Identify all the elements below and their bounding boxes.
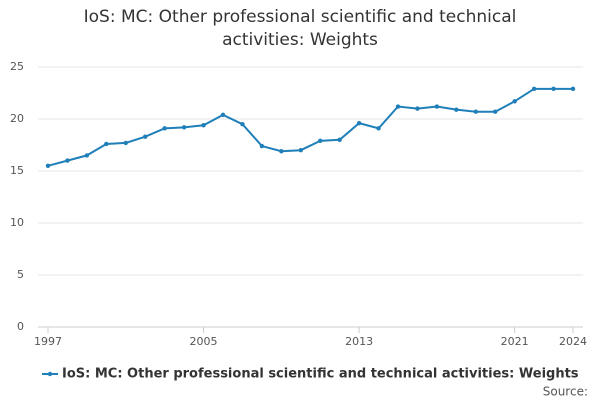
y-tick-label: 10	[10, 216, 24, 229]
point	[318, 138, 323, 144]
x-tick-label: 2024	[559, 335, 587, 348]
point	[570, 86, 576, 92]
point	[337, 137, 342, 142]
point	[65, 158, 70, 163]
x-tick-label: 1997	[34, 335, 62, 348]
chart-title: IoS: MC: Other professional scientific a…	[83, 7, 517, 50]
line	[47, 87, 573, 167]
point	[240, 122, 245, 127]
point	[143, 134, 148, 139]
point	[434, 104, 440, 109]
point	[356, 120, 362, 126]
point	[123, 140, 128, 146]
point	[298, 148, 303, 153]
point	[531, 86, 537, 92]
point	[162, 126, 167, 131]
y-tick-label: 0	[17, 320, 24, 333]
point	[454, 107, 459, 112]
point	[259, 143, 265, 149]
y-tick-label: 15	[10, 164, 24, 177]
point	[104, 141, 109, 147]
source: Source:	[543, 385, 588, 399]
x-tick-label: 2013	[345, 335, 373, 348]
point	[45, 163, 51, 168]
point	[84, 153, 90, 158]
legend-marker	[47, 371, 53, 377]
point	[493, 109, 498, 114]
legend-label: IoS: MC: Other professional scientific a…	[62, 367, 579, 382]
point	[415, 106, 420, 111]
y-tick-label: 20	[10, 112, 24, 125]
point	[181, 125, 187, 130]
point	[201, 123, 206, 128]
point	[220, 112, 226, 118]
y-tick-label: 25	[10, 60, 24, 73]
point	[395, 104, 401, 109]
point	[279, 149, 284, 154]
x-tick-label: 2005	[190, 335, 218, 348]
point	[512, 99, 517, 104]
point	[473, 109, 478, 114]
point	[376, 126, 381, 131]
x-tick-label: 2021	[501, 335, 529, 348]
point	[551, 86, 556, 92]
y-tick-label: 5	[17, 268, 24, 281]
